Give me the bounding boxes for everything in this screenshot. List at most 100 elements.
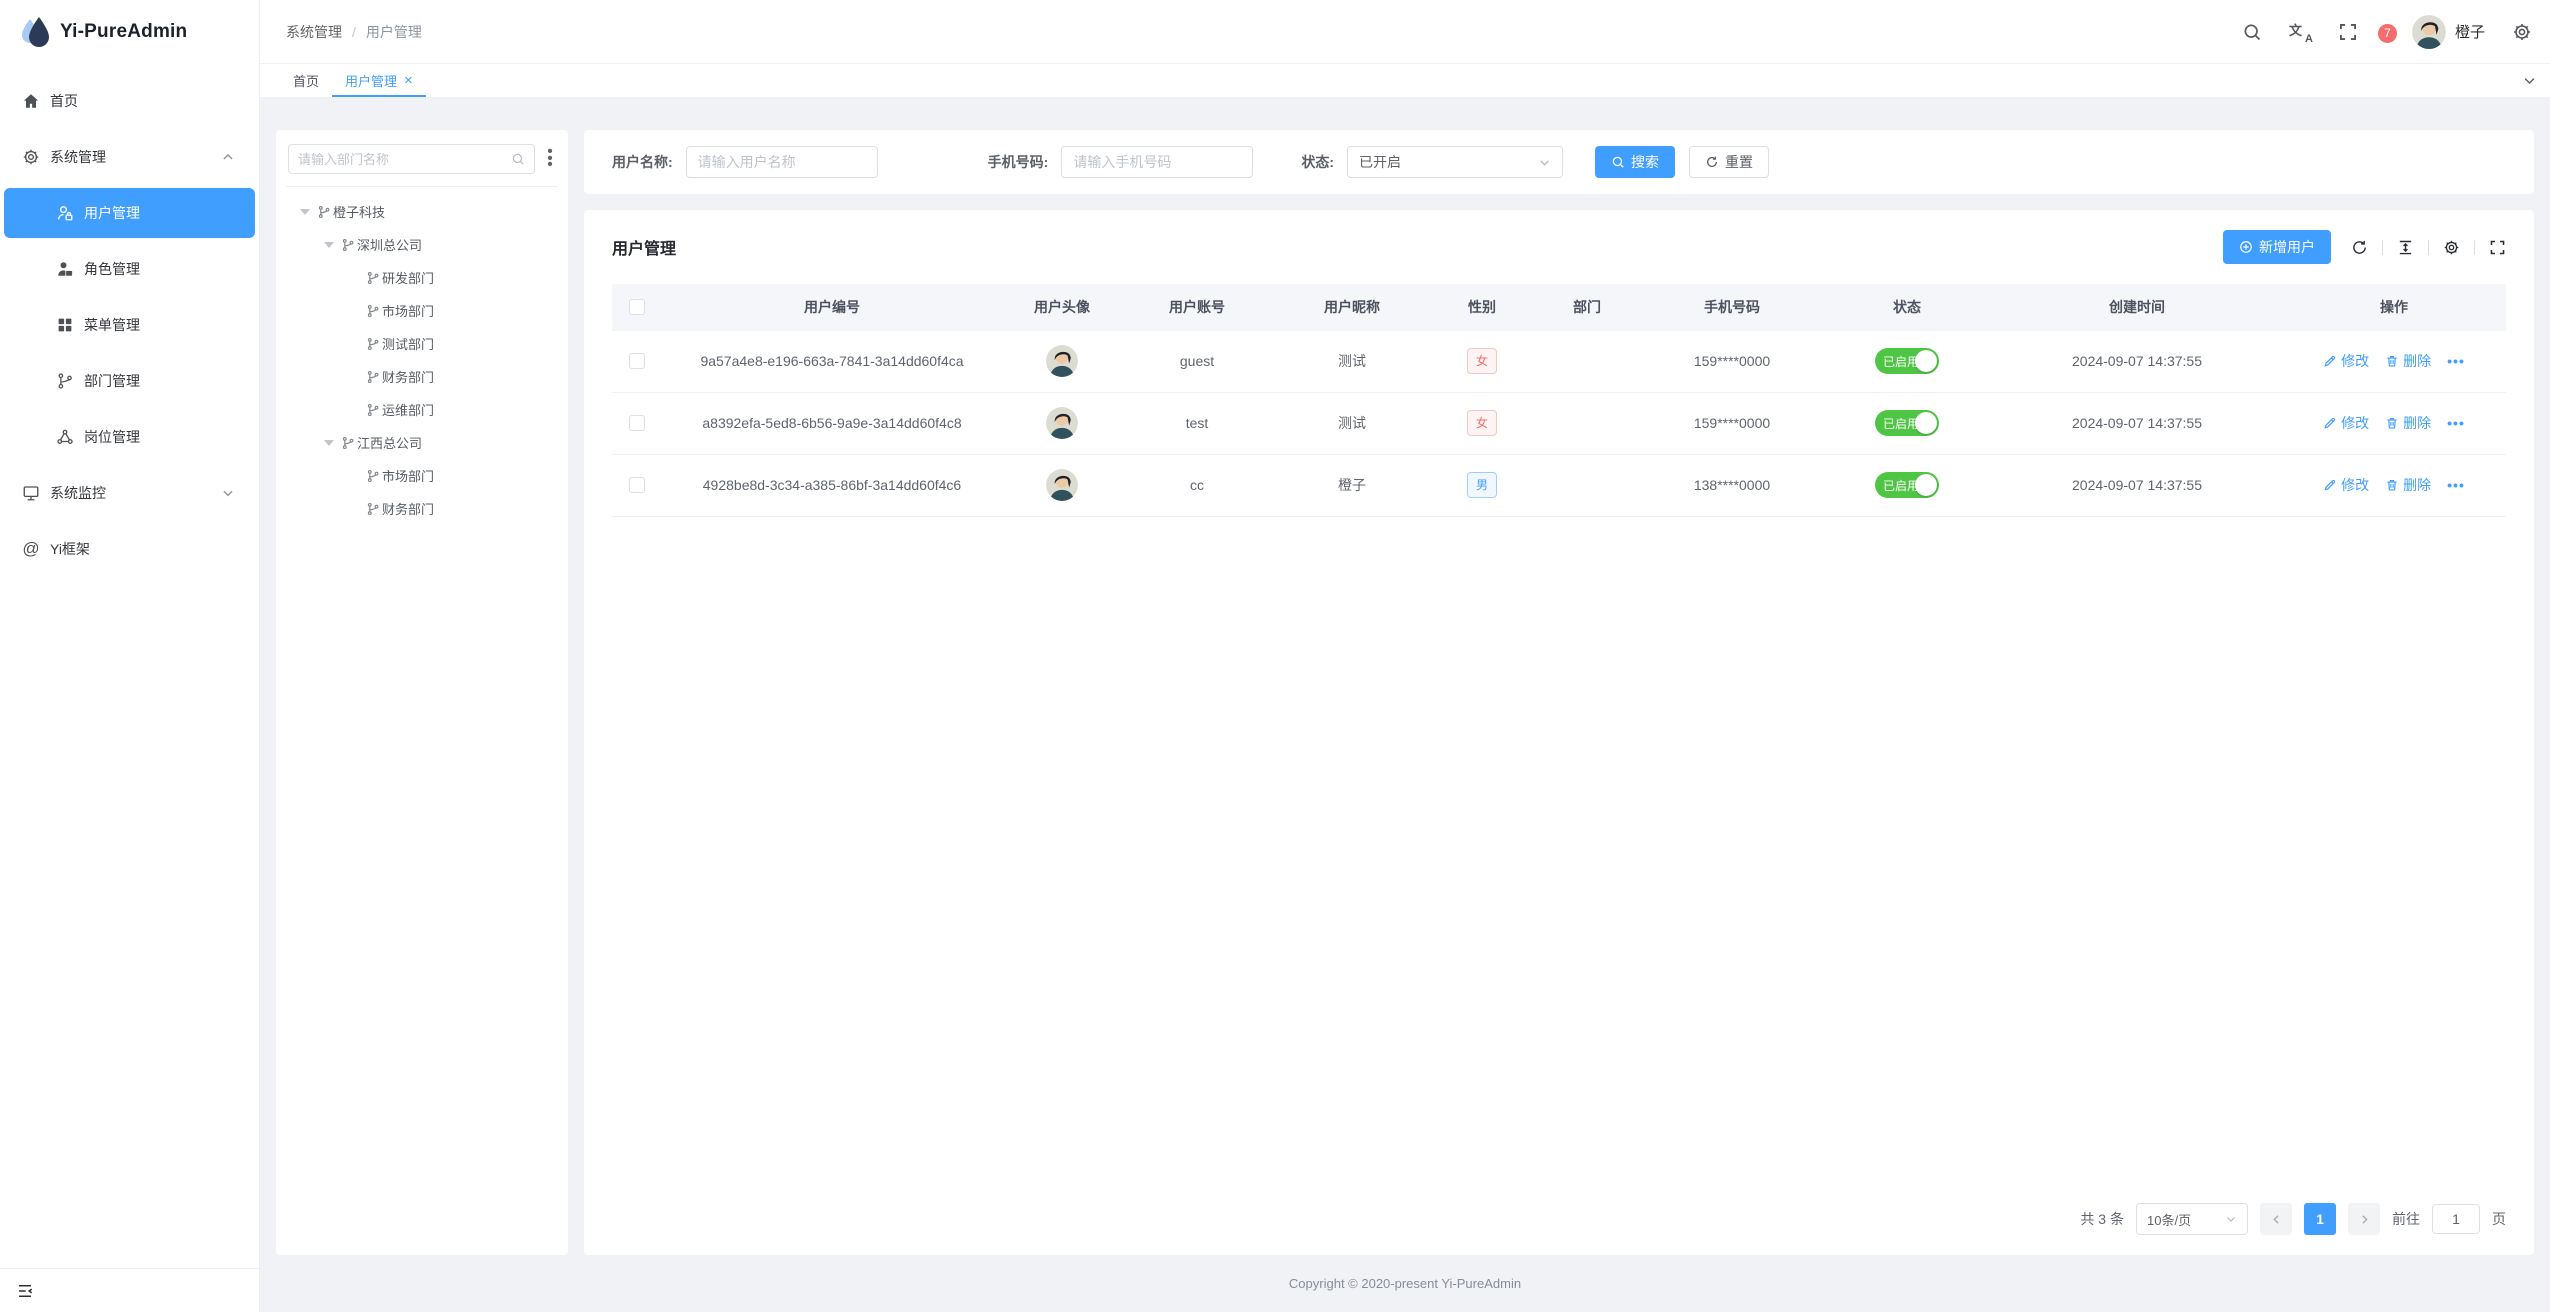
table-header-row: 用户编号 用户头像 用户账号 用户昵称 性别 部门 手机号码 状态 创建时间 操… — [612, 284, 2506, 330]
status-toggle[interactable]: 已启用 — [1875, 410, 1939, 436]
page-size-select[interactable]: 10条/页 — [2136, 1203, 2248, 1235]
tree-node[interactable]: 江西总公司 — [286, 426, 558, 459]
user-avatar — [1046, 407, 1078, 439]
tab-user-management[interactable]: 用户管理 × — [332, 64, 426, 97]
breadcrumb-item[interactable]: 系统管理 — [286, 23, 342, 40]
branch-icon — [366, 502, 380, 516]
sidebar-item-label: 角色管理 — [84, 261, 140, 277]
tree-node[interactable]: 深圳总公司 — [286, 228, 558, 261]
sidebar-item-posts[interactable]: 岗位管理 — [4, 412, 255, 462]
column-settings-icon[interactable] — [2443, 239, 2460, 256]
pencil-icon — [2323, 478, 2337, 492]
edit-button[interactable]: 修改 — [2323, 351, 2369, 371]
tree-node[interactable]: 市场部门 — [286, 294, 558, 327]
username-filter-input[interactable] — [685, 146, 878, 178]
edit-button[interactable]: 修改 — [2323, 413, 2369, 433]
prev-page-button[interactable] — [2260, 1203, 2292, 1235]
row-checkbox[interactable] — [629, 353, 645, 369]
col-avatar: 用户头像 — [1002, 284, 1122, 330]
tree-node[interactable]: 财务部门 — [286, 492, 558, 525]
tab-home[interactable]: 首页 — [280, 64, 332, 97]
row-checkbox[interactable] — [629, 415, 645, 431]
cell-account: test — [1122, 392, 1272, 455]
sidebar-item-menus[interactable]: 菜单管理 — [4, 300, 255, 350]
tree-node[interactable]: 市场部门 — [286, 459, 558, 492]
goto-page-input[interactable] — [2432, 1204, 2480, 1234]
copyright-text: Copyright © 2020-present Yi-PureAdmin — [1288, 1276, 1522, 1291]
search-button[interactable]: 搜索 — [1595, 146, 1676, 178]
row-density-icon[interactable] — [2397, 239, 2414, 256]
table-row: 9a57a4e8-e196-663a-7841-3a14dd60f4ca gue… — [612, 329, 2506, 393]
tree-node[interactable]: 财务部门 — [286, 360, 558, 393]
divider — [2428, 239, 2429, 255]
more-actions-button[interactable]: ••• — [2447, 415, 2465, 431]
reset-button[interactable]: 重置 — [1689, 146, 1770, 178]
tab-options-button[interactable] — [2508, 64, 2550, 97]
delete-button[interactable]: 删除 — [2385, 351, 2431, 371]
sidebar-item-users[interactable]: 用户管理 — [4, 188, 255, 238]
branch-icon — [366, 469, 380, 483]
page-unit-label: 页 — [2492, 1211, 2506, 1227]
refresh-icon[interactable] — [2351, 239, 2368, 256]
sidebar-item-label: 系统管理 — [50, 149, 106, 165]
next-page-button[interactable] — [2348, 1203, 2380, 1235]
col-created: 创建时间 — [1992, 284, 2282, 330]
status-toggle[interactable]: 已启用 — [1875, 472, 1939, 498]
menu-fold-icon[interactable] — [16, 1282, 34, 1300]
tree-node[interactable]: 橙子科技 — [286, 195, 558, 228]
plus-circle-icon — [2239, 240, 2253, 254]
sidebar-item-label: 菜单管理 — [84, 317, 140, 333]
sidebar-item-departments[interactable]: 部门管理 — [4, 356, 255, 406]
sidebar-item-home[interactable]: 首页 — [4, 76, 255, 126]
phone-filter-input[interactable] — [1061, 146, 1254, 178]
sidebar-item-monitor[interactable]: 系统监控 — [4, 468, 255, 518]
department-search-input[interactable] — [298, 151, 505, 167]
search-icon[interactable] — [2242, 22, 2262, 42]
cell-account: cc — [1122, 454, 1272, 517]
add-user-button[interactable]: 新增用户 — [2223, 230, 2331, 264]
fullscreen-icon[interactable] — [2489, 239, 2506, 256]
col-account: 用户账号 — [1122, 284, 1272, 330]
select-all-checkbox[interactable] — [629, 298, 645, 315]
branch-icon — [366, 271, 380, 285]
cell-department — [1532, 329, 1642, 393]
more-vertical-icon[interactable]: • • • — [547, 142, 553, 174]
tree-node-label: 财务部门 — [382, 370, 435, 385]
caret-down-icon[interactable] — [324, 439, 334, 446]
fullscreen-icon[interactable] — [2338, 22, 2358, 42]
tree-node-label: 研发部门 — [382, 271, 435, 286]
col-phone: 手机号码 — [1642, 284, 1822, 330]
tree-node[interactable]: 研发部门 — [286, 261, 558, 294]
divider — [2474, 239, 2475, 255]
trash-icon — [2385, 354, 2399, 368]
status-filter-select[interactable]: 已开启 — [1347, 146, 1564, 178]
caret-down-icon[interactable] — [324, 241, 334, 248]
more-actions-button[interactable]: ••• — [2447, 353, 2465, 369]
department-search-field[interactable] — [288, 144, 535, 174]
tree-node[interactable]: 测试部门 — [286, 327, 558, 360]
branch-icon — [366, 370, 380, 384]
sidebar-item-system[interactable]: 系统管理 — [4, 132, 255, 182]
username-filter-label: 用户名称: — [612, 154, 673, 170]
delete-button[interactable]: 删除 — [2385, 475, 2431, 495]
delete-button[interactable]: 删除 — [2385, 413, 2431, 433]
settings-gear-icon[interactable] — [2512, 22, 2532, 42]
logo[interactable]: Yi-PureAdmin — [0, 0, 259, 64]
col-actions: 操作 — [2282, 284, 2506, 330]
close-icon[interactable]: × — [404, 72, 413, 89]
more-actions-button[interactable]: ••• — [2447, 477, 2465, 493]
sidebar-item-roles[interactable]: 角色管理 — [4, 244, 255, 294]
user-menu[interactable]: 橙子 — [2411, 14, 2485, 49]
trash-icon — [2385, 478, 2399, 492]
status-toggle[interactable]: 已启用 — [1875, 348, 1939, 374]
tree-node[interactable]: 运维部门 — [286, 393, 558, 426]
col-status: 状态 — [1822, 284, 1992, 330]
row-checkbox[interactable] — [629, 477, 645, 493]
chevron-down-icon — [2225, 1213, 2237, 1225]
current-page-button[interactable]: 1 — [2304, 1203, 2336, 1235]
caret-down-icon[interactable] — [300, 208, 310, 215]
sidebar-item-yi-framework[interactable]: @ Yi框架 — [4, 524, 255, 574]
edit-button[interactable]: 修改 — [2323, 475, 2369, 495]
user-table-card: 用户管理 新增用户 — [584, 210, 2534, 1255]
